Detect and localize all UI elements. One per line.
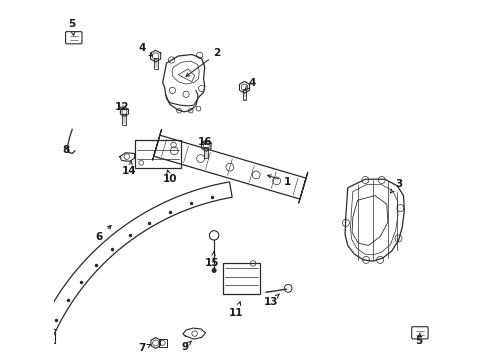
Text: 7: 7 [139, 343, 151, 354]
Text: 4: 4 [139, 43, 152, 56]
Text: 16: 16 [197, 137, 212, 147]
Text: 9: 9 [182, 341, 191, 352]
Text: 14: 14 [122, 161, 137, 176]
Text: 1: 1 [267, 175, 290, 187]
Text: 5: 5 [68, 19, 76, 36]
Text: 11: 11 [228, 302, 243, 318]
Circle shape [212, 269, 216, 273]
Text: 2: 2 [185, 48, 221, 76]
Text: 6: 6 [96, 225, 111, 242]
Text: 3: 3 [389, 179, 401, 193]
Text: 13: 13 [263, 294, 279, 307]
Text: 8: 8 [62, 145, 69, 154]
Text: 12: 12 [114, 102, 129, 112]
Text: 4: 4 [245, 77, 255, 90]
Text: 10: 10 [162, 170, 177, 184]
Text: 15: 15 [205, 252, 219, 267]
Text: 5: 5 [415, 333, 422, 346]
